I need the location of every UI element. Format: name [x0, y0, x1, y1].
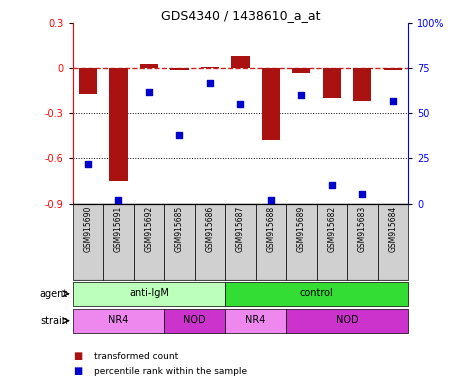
Bar: [73, 309, 164, 333]
Point: [267, 197, 274, 203]
Text: strain: strain: [40, 316, 68, 326]
Text: GSM915685: GSM915685: [175, 206, 184, 252]
Bar: [286, 204, 317, 280]
Text: ■: ■: [73, 351, 82, 361]
Text: GSM915690: GSM915690: [83, 206, 92, 252]
Bar: [195, 204, 225, 280]
Text: GSM915687: GSM915687: [236, 206, 245, 252]
Point: [358, 191, 366, 197]
Bar: [140, 64, 158, 68]
Point: [84, 161, 91, 167]
Text: GSM915688: GSM915688: [266, 206, 275, 252]
Bar: [73, 204, 103, 280]
Text: percentile rank within the sample: percentile rank within the sample: [94, 367, 247, 376]
Bar: [225, 204, 256, 280]
Text: GSM915683: GSM915683: [358, 206, 367, 252]
Bar: [292, 68, 310, 73]
Bar: [323, 68, 341, 98]
Bar: [73, 282, 225, 306]
Bar: [134, 204, 164, 280]
Text: GSM915689: GSM915689: [297, 206, 306, 252]
Bar: [262, 68, 280, 141]
Bar: [384, 68, 402, 70]
Text: GSM915692: GSM915692: [144, 206, 153, 252]
Point: [328, 182, 335, 189]
Point: [114, 197, 122, 203]
Point: [145, 89, 152, 95]
Bar: [170, 68, 189, 70]
Text: ■: ■: [73, 366, 82, 376]
Text: anti-IgM: anti-IgM: [129, 288, 169, 298]
Text: control: control: [300, 288, 333, 298]
Text: GSM915686: GSM915686: [205, 206, 214, 252]
Text: GSM915684: GSM915684: [388, 206, 397, 252]
Point: [297, 92, 305, 98]
Point: [206, 79, 213, 86]
Bar: [109, 68, 128, 181]
Title: GDS4340 / 1438610_a_at: GDS4340 / 1438610_a_at: [160, 9, 320, 22]
Point: [175, 132, 183, 138]
Bar: [347, 204, 378, 280]
Text: NR4: NR4: [108, 315, 129, 325]
Bar: [225, 309, 286, 333]
Bar: [378, 204, 408, 280]
Text: NOD: NOD: [183, 315, 206, 325]
Point: [236, 101, 244, 107]
Bar: [353, 68, 371, 101]
Bar: [164, 204, 195, 280]
Bar: [225, 282, 408, 306]
Bar: [231, 56, 250, 68]
Text: GSM915691: GSM915691: [114, 206, 123, 252]
Text: NOD: NOD: [336, 315, 358, 325]
Bar: [164, 309, 225, 333]
Bar: [286, 309, 408, 333]
Bar: [317, 204, 347, 280]
Text: transformed count: transformed count: [94, 352, 178, 361]
Text: NR4: NR4: [245, 315, 266, 325]
Bar: [79, 68, 97, 94]
Text: agent: agent: [40, 289, 68, 299]
Bar: [201, 67, 219, 68]
Bar: [103, 204, 134, 280]
Bar: [256, 204, 286, 280]
Point: [389, 98, 396, 104]
Text: GSM915682: GSM915682: [327, 206, 336, 252]
